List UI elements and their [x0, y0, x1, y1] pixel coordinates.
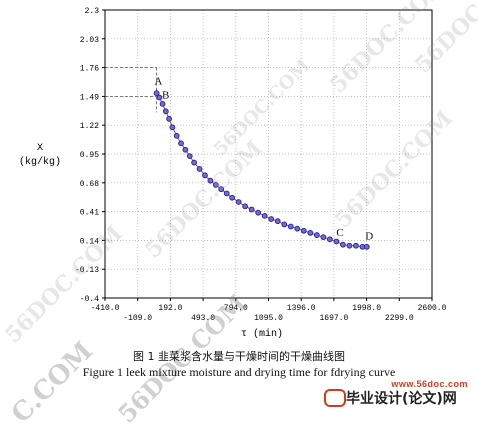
- x-tick-label: 2299.0: [385, 314, 414, 323]
- axes: 2.3 2.03 1.76 1.49 1.22 0.95 0.68 0.41 0.14 -0.13…: [75, 7, 447, 323]
- data-point: [248, 206, 255, 213]
- annotations: AB C D: [154, 76, 373, 243]
- y-tick-label: 0.95: [80, 151, 99, 160]
- y-tick-label: 2.3: [85, 7, 100, 16]
- data-point: [333, 238, 340, 245]
- brand-url: www.56doc.com: [391, 379, 468, 389]
- y-tick-label: 1.76: [80, 65, 99, 74]
- data-point: [320, 234, 327, 241]
- x-tick-label: 1697.0: [319, 314, 348, 323]
- annotation-label: D: [365, 230, 373, 242]
- data-point: [156, 94, 163, 101]
- data-point: [191, 159, 197, 166]
- dashed-guides: [105, 67, 158, 113]
- data-point: [229, 194, 236, 201]
- x-tick-label: -109.0: [123, 314, 152, 323]
- x-tick-label: -410.0: [91, 304, 120, 313]
- brand-mark-icon: [324, 389, 346, 407]
- x-tick-label: 1095.0: [254, 314, 283, 323]
- annotation-label: A: [154, 76, 162, 88]
- chart: 2.3 2.03 1.76 1.49 1.22 0.95 0.68 0.41 0.14 -0.13…: [19, 7, 447, 340]
- data-point: [307, 230, 314, 236]
- data-point: [159, 100, 166, 107]
- data-point: [207, 177, 214, 184]
- data-point: [186, 153, 193, 160]
- y-tick-label: -0.4: [80, 295, 99, 304]
- brand-logo: www.56doc.com 毕业设计(论文)网: [320, 379, 470, 407]
- data-point: [274, 218, 281, 225]
- data-point: [202, 172, 208, 179]
- y-tick-label: 0.41: [80, 209, 99, 218]
- y-axis-unit: (kg/kg): [19, 156, 61, 168]
- data-point: [173, 132, 180, 139]
- data-point: [223, 190, 230, 197]
- data-point: [153, 90, 160, 97]
- data-point: [242, 203, 249, 210]
- data-point: [255, 209, 262, 216]
- data-point: [261, 212, 268, 219]
- data-point: [178, 140, 184, 147]
- data-point: [300, 227, 307, 234]
- x-axis-label: τ (min): [241, 328, 283, 340]
- x-tick-label: 1396.0: [287, 304, 316, 313]
- y-tick-label: 0.14: [80, 237, 99, 246]
- data-point: [313, 232, 320, 238]
- brand-text: 毕业设计(论文)网: [346, 391, 457, 407]
- annotation-label: B: [162, 90, 169, 102]
- data-point: [340, 241, 346, 248]
- x-tick-label: 2600.0: [418, 304, 447, 313]
- annotation-label: C: [336, 227, 343, 239]
- y-tick-label: -0.13: [75, 266, 99, 275]
- data-point: [212, 182, 219, 188]
- y-axis-label: X: [37, 143, 43, 154]
- data-point: [353, 242, 359, 249]
- data-point: [169, 124, 176, 131]
- data-series: [153, 90, 370, 250]
- data-point: [218, 186, 225, 193]
- x-tick-label: 794.0: [224, 304, 248, 313]
- x-tick-label: 1998.0: [352, 304, 381, 313]
- data-point: [287, 223, 294, 230]
- figure-caption-chinese: 图 1 韭菜浆含水量与干燥时间的干燥曲线图: [133, 350, 345, 363]
- data-point: [162, 108, 169, 115]
- y-tick-label: 0.68: [80, 180, 99, 189]
- y-tick-label: 1.49: [80, 93, 99, 102]
- data-point: [182, 146, 189, 153]
- x-tick-label: 493.0: [191, 314, 215, 323]
- figure-caption-english: Figure 1 leek mixture moisture and dryin…: [82, 365, 396, 379]
- y-tick-label: 2.03: [80, 36, 99, 45]
- data-point: [235, 199, 242, 205]
- data-point: [196, 166, 203, 172]
- data-point: [166, 115, 172, 122]
- data-point: [363, 243, 370, 250]
- data-point: [268, 216, 275, 222]
- x-tick-label: 192.0: [158, 304, 182, 313]
- data-point: [281, 221, 288, 228]
- y-tick-label: 1.22: [80, 122, 99, 131]
- data-point: [294, 225, 301, 232]
- data-point: [346, 242, 353, 249]
- data-point: [326, 236, 333, 243]
